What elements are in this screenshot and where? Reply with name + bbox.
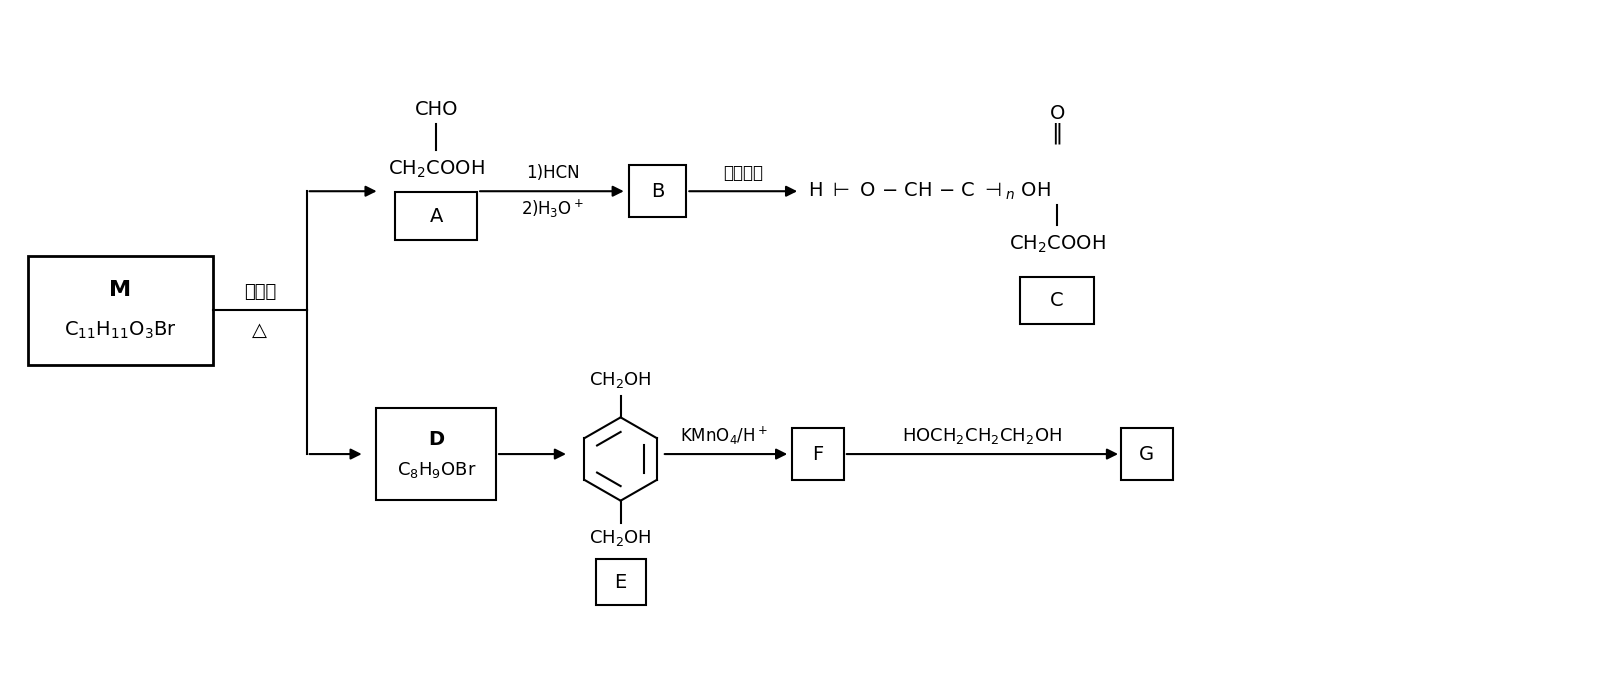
Text: HOCH$_2$CH$_2$CH$_2$OH: HOCH$_2$CH$_2$CH$_2$OH <box>902 426 1062 446</box>
Text: 1)HCN: 1)HCN <box>526 164 579 183</box>
Text: C$_8$H$_9$OBr: C$_8$H$_9$OBr <box>397 460 475 480</box>
Text: CHO: CHO <box>414 100 458 119</box>
Text: F: F <box>813 445 824 464</box>
Text: 2)H$_3$O$^+$: 2)H$_3$O$^+$ <box>522 198 584 220</box>
Text: H $\vdash$ O $-$ CH $-$ C $\dashv_n$ OH: H $\vdash$ O $-$ CH $-$ C $\dashv_n$ OH <box>808 180 1051 202</box>
Text: A: A <box>429 206 443 225</box>
FancyBboxPatch shape <box>595 559 645 605</box>
Text: CH$_2$COOH: CH$_2$COOH <box>387 159 485 180</box>
Text: 稀硫酸: 稀硫酸 <box>243 283 277 302</box>
Text: C: C <box>1050 291 1064 310</box>
Text: E: E <box>614 573 627 592</box>
Text: KMnO$_4$/H$^+$: KMnO$_4$/H$^+$ <box>680 425 768 447</box>
FancyBboxPatch shape <box>395 192 477 240</box>
Text: CH$_2$OH: CH$_2$OH <box>589 370 651 390</box>
FancyBboxPatch shape <box>1122 428 1173 480</box>
Text: CH$_2$COOH: CH$_2$COOH <box>1008 234 1106 255</box>
FancyBboxPatch shape <box>29 255 213 365</box>
Text: O: O <box>1050 104 1064 123</box>
FancyBboxPatch shape <box>1019 276 1094 324</box>
Text: G: G <box>1139 445 1154 464</box>
Text: 一定条件: 一定条件 <box>723 164 763 183</box>
Text: ‖: ‖ <box>1051 123 1062 144</box>
Text: △: △ <box>253 321 267 340</box>
Text: C$_{11}$H$_{11}$O$_3$Br: C$_{11}$H$_{11}$O$_3$Br <box>64 319 176 340</box>
FancyBboxPatch shape <box>376 409 496 500</box>
Text: CH$_2$OH: CH$_2$OH <box>589 528 651 548</box>
Text: M: M <box>109 281 131 300</box>
FancyBboxPatch shape <box>629 165 686 217</box>
FancyBboxPatch shape <box>792 428 843 480</box>
Text: B: B <box>651 182 664 201</box>
Text: D: D <box>429 430 445 449</box>
